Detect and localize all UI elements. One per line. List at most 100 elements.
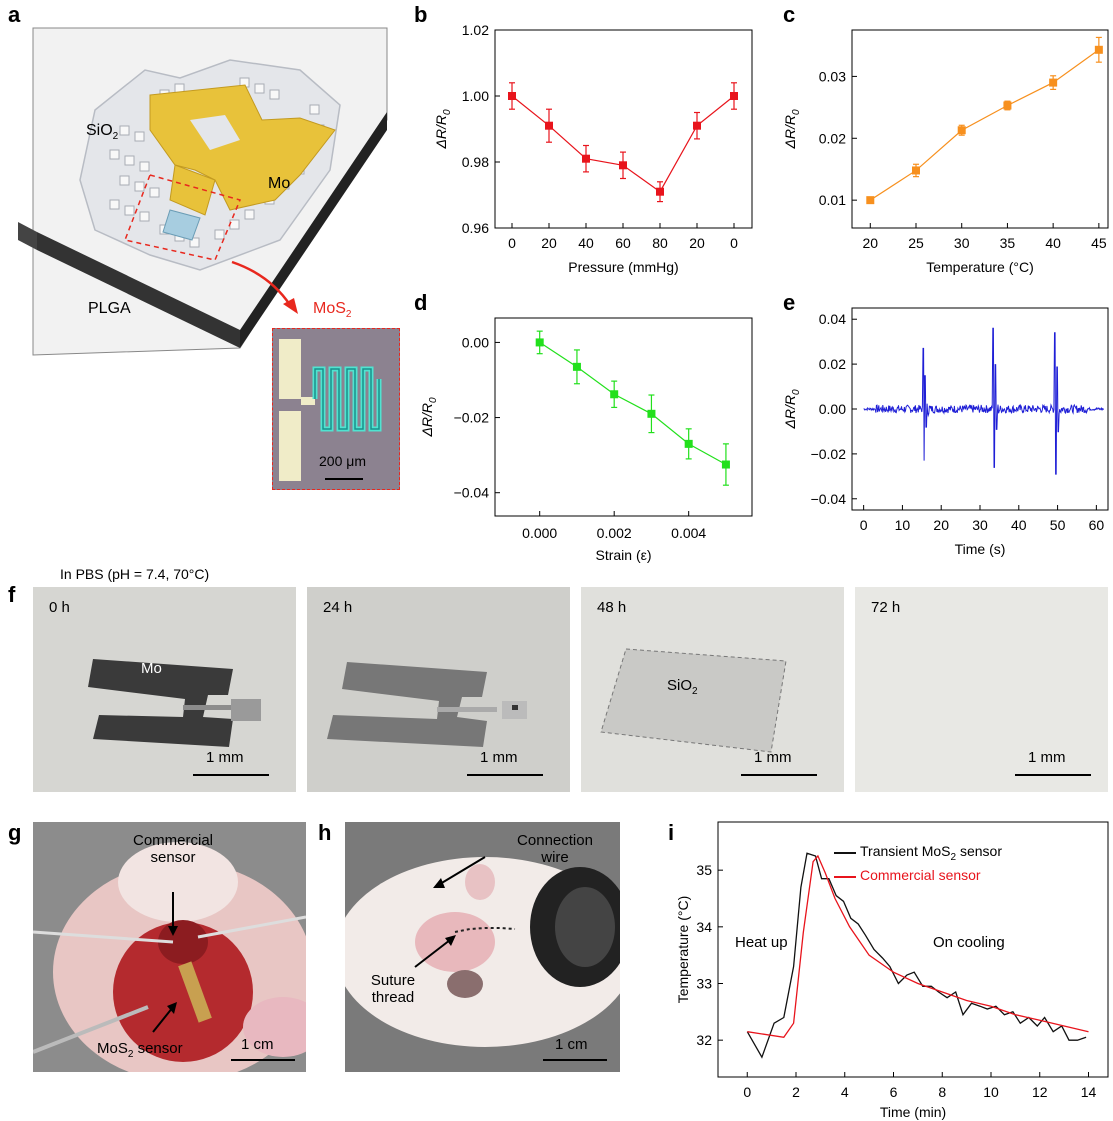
chart-d-ylabel: ΔR/R0 [419,397,439,438]
chart-d-point [647,409,656,418]
commercial-sensor-label: Commercial sensor [132,832,213,866]
chart-b-point [656,187,664,196]
suture-thread-label: Suture thread [370,972,416,1006]
legend-swatch-transient [834,852,856,854]
chart-e-ylabel: ΔR/R0 [782,389,802,430]
dr-text: ΔR/R [782,115,798,150]
chart-c-xtick-label: 45 [1091,235,1107,251]
dissolution-frame-0h: 0 h Mo 1 mm [33,587,296,792]
dissolution-frame-48h: 48 h SiO2 1 mm [581,587,844,792]
chart-b-ytick-label: 0.98 [462,154,489,170]
chart-b-point [545,121,553,130]
chart-b-xtick-label: 0 [730,235,738,251]
panel-label-f: f [8,582,16,607]
chart-e-xtick-label: 0 [860,517,868,533]
chart-b-xtick-label: 40 [578,235,594,251]
chart-i-xtick-label: 8 [938,1084,946,1100]
chart-b-xtick-label: 60 [615,235,631,251]
chart-d-ytick-label: 0.00 [462,334,489,350]
dr-sub: 0 [791,109,802,115]
frame-24h-time: 24 h [323,599,353,616]
frame-0h-drawing [33,587,296,792]
chart-e-xtick-label: 40 [1011,517,1027,533]
chart-e-ytick-label: 0.02 [819,356,846,372]
chart-b-point [730,92,738,100]
schematic-drawing [18,27,388,356]
panel-label-g: g [8,820,22,845]
chart-c-xtick-label: 35 [1000,235,1016,251]
chart-d-line [539,341,727,466]
connection-wire-label: Connection wire [517,832,593,866]
frame-48h-sio2-label: SiO2 [667,677,698,697]
dr-text: ΔR/R [782,395,798,430]
dissolution-frame-72h: 72 h 1 mm [855,587,1108,792]
chart-c-point [1094,45,1103,54]
chart-d-point [572,362,581,371]
chart-b-point [693,121,701,130]
chart-b-point [582,154,590,163]
frame-0h-mo-label: Mo [141,660,162,677]
photo-g-scale: 1 cm [241,1036,274,1053]
legend-transient: Transient MoS2 sensor [834,843,1002,868]
chart-c-point [912,166,920,175]
sio2-label: SiO2 [86,122,119,143]
chart-c-xtick-label: 20 [862,235,878,251]
chart-d-point [610,390,619,399]
frame-72h-drawing [855,587,1108,792]
chart-d-xlabel: Strain (ε) [595,547,651,563]
implant-photo-sutured: Connection wire Suture thread 1 cm [345,822,620,1072]
chart-d-point [535,338,544,347]
chart-c-xtick-label: 30 [954,235,970,251]
dr-sub: 0 [428,397,439,403]
chart-c-xtick-label: 25 [908,235,924,251]
chart-b-point [508,92,516,100]
chart-c-point [957,126,966,135]
chart-b-ytick-label: 0.96 [462,220,489,236]
chart-e-ytick-label: −0.04 [811,491,847,507]
chart-b-xtick-label: 0 [508,235,516,251]
chart-e-xlabel: Time (s) [955,541,1006,557]
chart-d-xtick-label: 0.000 [522,525,557,541]
frame-24h-drawing [307,587,570,792]
chart-i-xtick-label: 14 [1081,1084,1097,1100]
chart-c-ytick-label: 0.01 [819,192,846,208]
frame-72h-time: 72 h [871,599,901,616]
chart-i-xtick-label: 12 [1032,1084,1048,1100]
legend-swatch-commercial [834,876,856,878]
photo-g-drawing [33,822,306,1072]
dissolution-frame-24h: 24 h 1 mm [307,587,570,792]
chart-e-line [863,327,1104,475]
chart-e-xtick-label: 60 [1089,517,1105,533]
chart-b-xtick-label: 20 [689,235,705,251]
frame-0h-time: 0 h [49,599,70,616]
annotation-on-cooling: On cooling [933,934,1005,951]
chart-c-point [1049,78,1058,87]
frame-48h-time: 48 h [597,599,627,616]
micrograph-drawing [273,329,399,489]
chart-d-xtick-label: 0.002 [597,525,632,541]
chart-d-ytick-label: −0.02 [454,410,490,426]
legend-commercial: Commercial sensor [834,867,981,892]
chart-i-series-commercial [747,854,1089,1039]
mos2-micrograph: 200 μm [272,328,400,490]
dr-text: ΔR/R [419,403,435,438]
chart-b-ylabel: ΔR/R0 [433,109,453,150]
micrograph-scale: 200 μm [319,453,366,469]
chart-b-xlabel: Pressure (mmHg) [568,259,678,275]
dr-sub: 0 [442,109,453,115]
plga-label: PLGA [88,300,131,317]
implant-photo-brain: Commercial sensor MoS2 sensor 1 cm [33,822,306,1072]
chart-d-ytick-label: −0.04 [454,485,490,501]
chart-c-ytick-label: 0.02 [819,130,846,146]
chart-c-point [1003,101,1012,110]
panel-label-b: b [414,2,428,27]
chart-i-ytick-label: 32 [696,1032,712,1048]
chart-i-xlabel: Time (min) [880,1104,946,1120]
chart-b-xtick-label: 80 [652,235,668,251]
chart-d-frame [494,317,753,517]
photo-h-scale: 1 cm [555,1036,588,1053]
mos2-label: MoS2 [313,300,352,321]
frame-48h-scale: 1 mm [754,749,792,766]
chart-e-xtick-label: 20 [933,517,949,533]
